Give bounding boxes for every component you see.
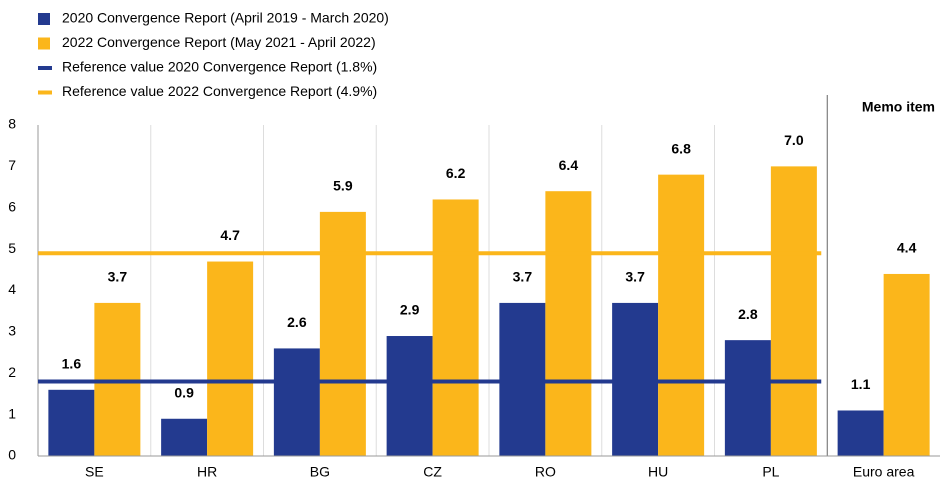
value-label: 2.8 <box>738 306 758 322</box>
value-label: 6.2 <box>446 165 466 181</box>
bar <box>207 261 254 456</box>
legend-label: 2022 Convergence Report (May 2021 - Apri… <box>62 34 376 50</box>
bar <box>386 336 433 456</box>
value-label: 1.1 <box>851 376 871 392</box>
value-label: 3.7 <box>108 269 128 285</box>
bar <box>499 302 546 456</box>
y-tick-label: 5 <box>8 240 16 256</box>
value-label: 3.7 <box>513 269 533 285</box>
bar <box>161 418 208 456</box>
y-tick-label: 4 <box>8 281 16 297</box>
legend-swatch <box>38 13 50 25</box>
x-tick-label: Euro area <box>853 464 915 479</box>
y-tick-label: 0 <box>8 447 16 463</box>
x-tick-label: CZ <box>423 464 442 479</box>
x-tick-label: HR <box>197 464 217 479</box>
x-tick-label: SE <box>85 464 104 479</box>
legend-swatch <box>38 37 50 50</box>
value-label: 0.9 <box>174 384 194 400</box>
y-tick-label: 6 <box>8 198 16 214</box>
y-tick-label: 2 <box>8 364 16 380</box>
value-label: 7.0 <box>784 132 804 148</box>
bar <box>48 389 95 456</box>
bar <box>432 199 479 456</box>
bar <box>724 340 771 456</box>
x-tick-label: PL <box>762 464 779 479</box>
value-label: 3.7 <box>625 269 645 285</box>
value-label: 6.4 <box>559 157 579 173</box>
bar <box>94 302 141 456</box>
legend-label: Reference value 2022 Convergence Report … <box>62 83 377 99</box>
bar <box>612 302 659 456</box>
value-label: 4.7 <box>220 227 240 243</box>
y-tick-label: 8 <box>8 116 16 132</box>
bar <box>770 166 817 456</box>
x-tick-label: RO <box>535 464 556 479</box>
bar <box>545 191 592 456</box>
legend-label: 2020 Convergence Report (April 2019 - Ma… <box>62 10 389 26</box>
bar <box>273 348 320 456</box>
value-label: 6.8 <box>671 140 691 156</box>
x-tick-label: BG <box>310 464 330 479</box>
bar <box>319 211 366 456</box>
value-label: 4.4 <box>897 240 917 256</box>
bar <box>837 410 884 456</box>
bar <box>658 174 705 456</box>
y-tick-label: 1 <box>8 405 16 421</box>
value-label: 2.6 <box>287 314 307 330</box>
y-tick-label: 3 <box>8 323 16 339</box>
value-label: 2.9 <box>400 302 420 318</box>
memo-label: Memo item <box>862 99 935 115</box>
legend-label: Reference value 2020 Convergence Report … <box>62 59 377 75</box>
y-tick-label: 7 <box>8 157 16 173</box>
x-tick-label: HU <box>648 464 668 479</box>
value-label: 1.6 <box>62 356 82 372</box>
bar <box>883 273 930 456</box>
value-label: 5.9 <box>333 178 353 194</box>
